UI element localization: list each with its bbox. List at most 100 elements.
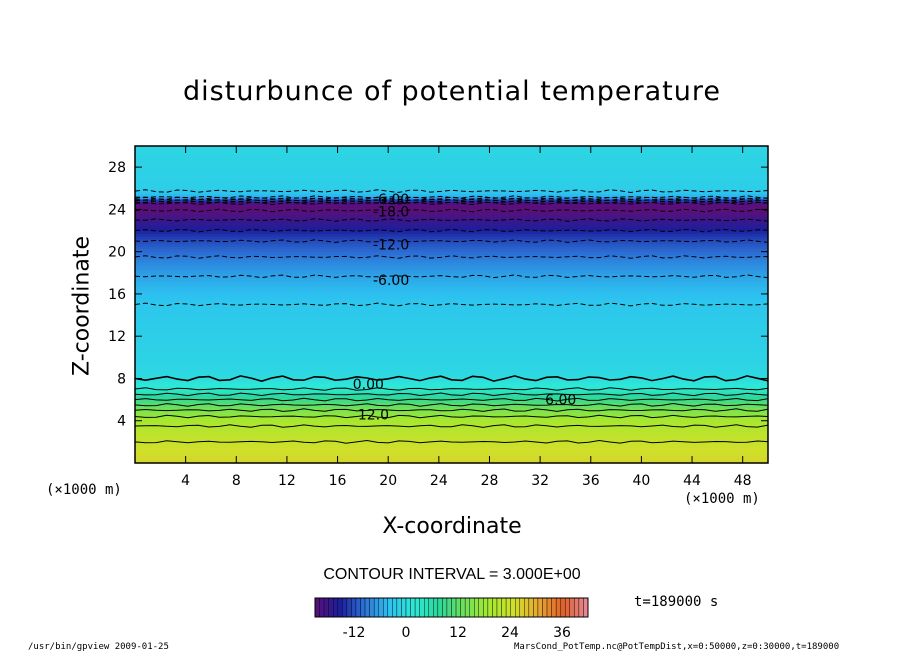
- time-label: t=189000 s: [634, 594, 719, 610]
- heatmap-band: [135, 449, 768, 454]
- heatmap-band: [135, 288, 768, 292]
- heatmap-band: [135, 322, 768, 327]
- contour-label: 12.0: [358, 407, 389, 423]
- x-tick-label: 44: [683, 473, 701, 489]
- colorbar-swatch: [342, 597, 348, 618]
- colorbar-swatch: [583, 597, 589, 618]
- colorbar-tick-label: 12: [449, 625, 467, 641]
- colorbar-swatch: [551, 597, 557, 618]
- heatmap-band: [135, 190, 768, 195]
- contour-line: [134, 239, 769, 244]
- heatmap-band: [135, 420, 768, 424]
- y-axis-label: Z-coordinate: [69, 236, 95, 376]
- y-axis-unit: (×1000 m): [46, 482, 122, 498]
- heatmap-band: [135, 336, 768, 340]
- contour-line: [134, 198, 769, 203]
- y-tick-label: 20: [108, 245, 126, 261]
- heatmap-band: [135, 301, 768, 306]
- heatmap-band: [135, 225, 768, 229]
- heatmap-band: [135, 352, 768, 356]
- heatmap-band: [135, 251, 768, 255]
- colorbar-swatch: [364, 597, 370, 618]
- heatmap-band: [135, 365, 768, 369]
- contour-line: [134, 255, 769, 259]
- heatmap-band: [135, 230, 768, 234]
- contour-line: [134, 424, 769, 428]
- heatmap-band: [135, 259, 768, 263]
- x-tick-label: 4: [181, 473, 190, 489]
- contour-line: [134, 439, 769, 444]
- x-tick-label: 24: [430, 473, 448, 489]
- contour-line: [134, 196, 769, 201]
- contour-line: [134, 218, 769, 222]
- colorbar-swatch: [510, 597, 516, 618]
- heatmap-band: [135, 206, 768, 210]
- heatmap-band: [135, 439, 768, 443]
- colorbar-swatch: [478, 597, 484, 618]
- y-tick-label: 28: [108, 160, 126, 176]
- heatmap-band: [135, 291, 768, 295]
- colorbar-swatch: [542, 597, 548, 618]
- heatmap-band: [135, 296, 768, 300]
- colorbar-swatch: [451, 597, 457, 618]
- heatmap-band: [135, 151, 768, 155]
- contour-line: [134, 274, 769, 279]
- heatmap-band: [135, 262, 768, 266]
- heatmap-band: [135, 198, 768, 203]
- heatmap-band: [135, 444, 768, 448]
- heatmap-band: [135, 272, 768, 277]
- heatmap-band: [135, 275, 768, 279]
- contour-line: [134, 408, 769, 412]
- heatmap-band: [135, 349, 768, 353]
- colorbar-swatch: [419, 597, 425, 618]
- colorbar-swatch: [528, 597, 534, 618]
- x-tick-label: 16: [329, 473, 347, 489]
- colorbar-tick-label: -12: [343, 625, 366, 641]
- heatmap-band: [135, 407, 768, 411]
- contour-line: [134, 397, 769, 402]
- x-tick-label: 48: [734, 473, 752, 489]
- heatmap-band: [135, 243, 768, 247]
- colorbar-swatch: [483, 597, 489, 618]
- heatmap-band: [135, 423, 768, 427]
- contour-line: [134, 228, 769, 233]
- colorbar-swatch: [501, 597, 507, 618]
- colorbar-swatch: [464, 597, 470, 618]
- colorbar-swatch: [323, 597, 329, 618]
- contour-label: -6.00: [373, 273, 409, 289]
- colorbar-swatch: [405, 597, 411, 618]
- x-tick-label: 40: [632, 473, 650, 489]
- heatmap-band: [135, 227, 768, 232]
- colorbar-frame: [314, 597, 589, 618]
- heatmap-field: [135, 146, 768, 464]
- colorbar-swatch: [474, 597, 480, 618]
- heatmap-band: [135, 204, 768, 208]
- x-tick-label: 12: [278, 473, 296, 489]
- heatmap-band: [135, 325, 768, 329]
- heatmap-band: [135, 182, 768, 187]
- heatmap-band: [135, 359, 768, 364]
- heatmap-band: [135, 460, 768, 464]
- heatmap-band: [135, 375, 768, 380]
- colorbar-swatch: [314, 597, 320, 618]
- colorbar-swatch: [360, 597, 366, 618]
- heatmap-band: [135, 254, 768, 258]
- heatmap-band: [135, 433, 768, 438]
- colorbar-swatch: [383, 597, 389, 618]
- heatmap-band: [135, 399, 768, 403]
- heatmap-band: [135, 317, 768, 321]
- contour-label: 6.00: [545, 393, 576, 409]
- colorbar-swatch: [574, 597, 580, 618]
- heatmap-band: [135, 175, 768, 179]
- heatmap-band: [135, 304, 768, 308]
- colorbar-swatch: [373, 597, 379, 618]
- contour-line: [134, 392, 769, 397]
- colorbar-swatch: [560, 597, 566, 618]
- heatmap-band: [135, 333, 768, 337]
- heatmap-band: [135, 238, 768, 242]
- footer-source: MarsCond_PotTemp.nc@PotTempDist,x=0:5000…: [514, 642, 840, 652]
- contour-label: -6.00: [373, 192, 409, 208]
- heatmap-band: [135, 344, 768, 348]
- colorbar-swatch: [555, 597, 561, 618]
- heatmap-band: [135, 246, 768, 250]
